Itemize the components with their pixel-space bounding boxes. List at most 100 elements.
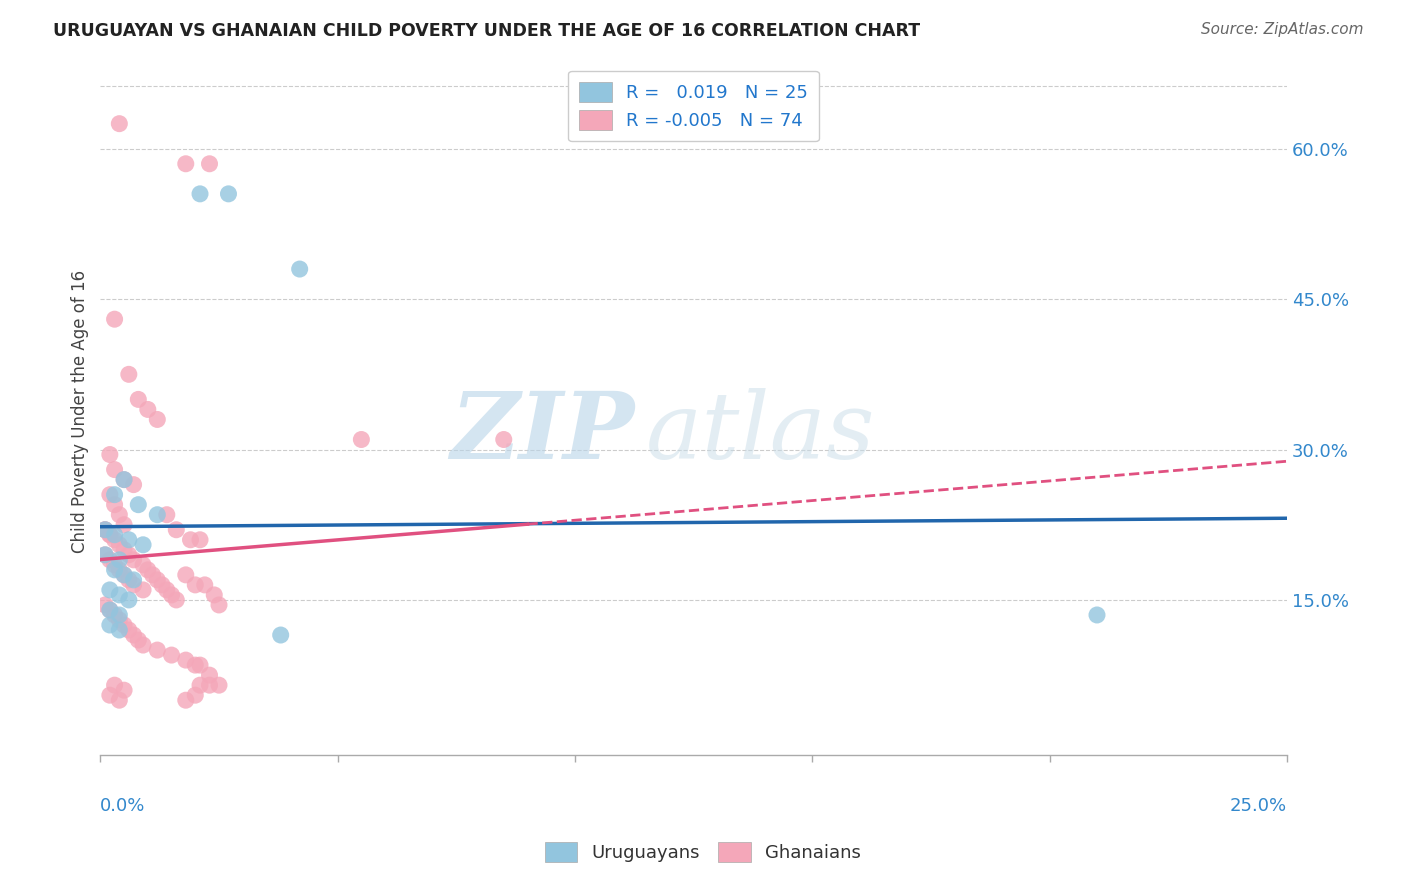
Point (174, 693, 197, 707)
Point (103, 558, 125, 572)
Point (165, 593, 187, 607)
Point (108, 553, 131, 567)
Point (156, 582, 179, 597)
Point (98, 528, 121, 542)
Point (122, 553, 145, 567)
Point (492, 433, 515, 447)
Point (184, 688, 207, 702)
Point (150, 578, 173, 592)
Point (118, 533, 141, 547)
Point (156, 508, 179, 522)
Point (98, 553, 121, 567)
Point (108, 538, 131, 552)
Point (94, 548, 117, 562)
Point (112, 683, 135, 698)
Text: Source: ZipAtlas.com: Source: ZipAtlas.com (1201, 22, 1364, 37)
Point (112, 473, 135, 487)
Point (142, 567, 165, 582)
Point (118, 573, 141, 587)
Point (118, 548, 141, 562)
Text: 25.0%: 25.0% (1230, 797, 1286, 814)
Point (94, 523, 117, 537)
Point (198, 678, 221, 692)
Point (184, 578, 207, 592)
Point (98, 488, 121, 502)
Point (112, 542, 135, 557)
Point (108, 117, 131, 131)
Point (108, 693, 131, 707)
Text: URUGUAYAN VS GHANAIAN CHILD POVERTY UNDER THE AGE OF 16 CORRELATION CHART: URUGUAYAN VS GHANAIAN CHILD POVERTY UNDE… (53, 22, 921, 40)
Legend: Uruguayans, Ghanaians: Uruguayans, Ghanaians (537, 834, 869, 870)
Point (98, 582, 121, 597)
Point (94, 598, 117, 612)
Point (98, 448, 121, 462)
Point (136, 563, 159, 577)
Point (127, 498, 149, 512)
Point (146, 508, 169, 522)
Point (112, 473, 135, 487)
Point (202, 588, 225, 602)
Point (112, 567, 135, 582)
Point (350, 433, 373, 447)
Point (160, 588, 183, 602)
Point (103, 488, 125, 502)
Point (112, 567, 135, 582)
Text: atlas: atlas (647, 387, 876, 477)
Point (174, 653, 197, 667)
Point (108, 563, 131, 577)
Point (188, 658, 211, 673)
Point (188, 678, 211, 692)
Point (103, 312, 125, 326)
Point (118, 623, 141, 637)
Point (98, 618, 121, 632)
Point (146, 573, 169, 587)
Text: ZIP: ZIP (450, 387, 634, 477)
Point (103, 498, 125, 512)
Point (108, 508, 131, 522)
Point (184, 658, 207, 673)
Point (112, 517, 135, 532)
Point (180, 533, 202, 547)
Point (118, 593, 141, 607)
Point (160, 648, 183, 662)
Point (1085, 607, 1108, 622)
Point (103, 462, 125, 476)
Text: 0.0%: 0.0% (100, 797, 146, 814)
Point (122, 628, 145, 642)
Point (122, 477, 145, 491)
Point (122, 578, 145, 592)
Point (288, 262, 311, 277)
Point (208, 598, 231, 612)
Point (94, 523, 117, 537)
Point (94, 523, 117, 537)
Point (103, 533, 125, 547)
Point (270, 628, 292, 642)
Y-axis label: Child Poverty Under the Age of 16: Child Poverty Under the Age of 16 (72, 270, 89, 554)
Point (127, 392, 149, 407)
Point (174, 157, 197, 171)
Point (198, 668, 221, 682)
Point (188, 533, 211, 547)
Point (146, 412, 169, 426)
Point (108, 607, 131, 622)
Point (136, 402, 159, 417)
Point (132, 582, 155, 597)
Point (218, 186, 240, 201)
Point (98, 603, 121, 617)
Point (98, 603, 121, 617)
Point (94, 548, 117, 562)
Point (132, 638, 155, 652)
Point (208, 678, 231, 692)
Legend: R =   0.019   N = 25, R = -0.005   N = 74: R = 0.019 N = 25, R = -0.005 N = 74 (568, 70, 818, 141)
Point (108, 613, 131, 627)
Point (194, 578, 217, 592)
Point (188, 186, 211, 201)
Point (122, 573, 145, 587)
Point (127, 633, 149, 648)
Point (165, 523, 187, 537)
Point (132, 558, 155, 572)
Point (98, 688, 121, 702)
Point (198, 157, 221, 171)
Point (103, 607, 125, 622)
Point (108, 588, 131, 602)
